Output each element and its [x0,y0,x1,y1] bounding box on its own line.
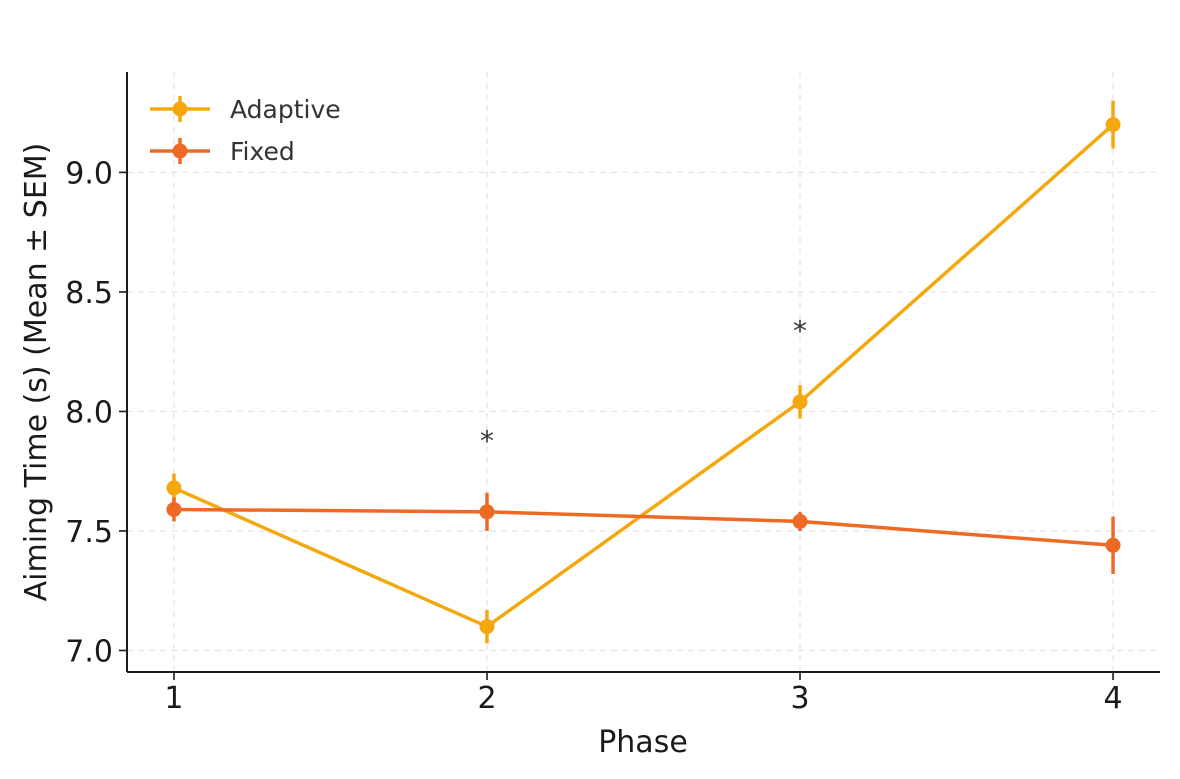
y-tick-label: 8.0 [65,395,113,430]
data-point [166,480,182,496]
legend-label: Adaptive [230,95,341,124]
data-point [479,619,495,635]
y-tick-label: 7.5 [65,515,113,550]
data-point [792,513,808,529]
x-tick-label: 1 [164,681,183,716]
legend: Adaptive Fixed [150,95,341,166]
x-tick-label: 3 [790,681,809,716]
y-axis-title: Aiming Time (s) (Mean ± SEM) [19,143,54,602]
x-axis-title: Phase [598,725,688,760]
x-tick-label: 2 [477,681,496,716]
annotations: ***** [480,315,807,458]
ticks: 1 2 3 4 7.0 7.5 8.0 8.5 9.0 [65,156,1122,716]
data-point [792,394,808,410]
data-point [166,501,182,517]
legend-marker [172,101,188,117]
data-point [1105,537,1121,553]
y-tick-label: 8.5 [65,276,113,311]
x-tick-label: 4 [1103,681,1122,716]
data-point [1105,117,1121,133]
grid-lines [127,72,1160,672]
y-tick-label: 7.0 [65,634,113,669]
series-line [173,123,1115,629]
legend-label: Fixed [230,137,295,166]
series-layer [166,100,1121,644]
series-fixed [166,492,1121,574]
legend-marker [172,143,188,159]
significance-marker: * [480,425,494,458]
significance-marker: * [793,315,807,348]
series-adaptive [166,100,1121,644]
y-tick-label: 9.0 [65,156,113,191]
data-point [479,504,495,520]
series-line [173,507,1114,548]
